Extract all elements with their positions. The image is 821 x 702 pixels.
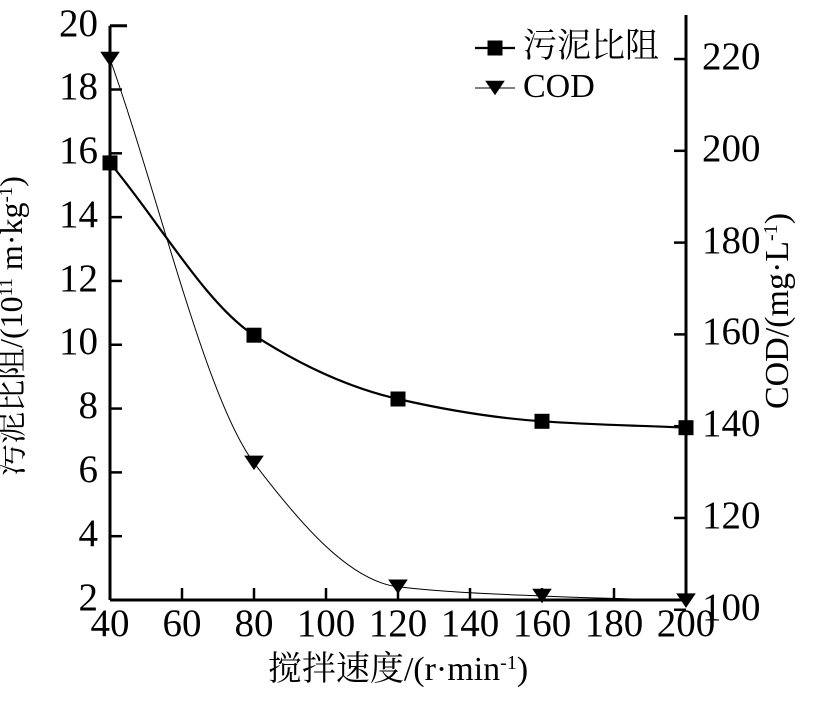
svg-text:100: 100: [297, 602, 356, 645]
svg-text:160: 160: [513, 602, 572, 645]
svg-text:80: 80: [235, 602, 274, 645]
svg-text:COD: COD: [523, 68, 595, 105]
svg-text:60: 60: [163, 602, 202, 645]
svg-text:120: 120: [702, 494, 761, 537]
svg-text:20: 20: [59, 2, 98, 45]
svg-text:搅拌速度/(r·min-1): 搅拌速度/(r·min-1): [268, 650, 528, 688]
svg-text:12: 12: [59, 257, 98, 300]
svg-text:180: 180: [702, 219, 761, 262]
svg-text:污泥比阻/(1011 m·kg-1): 污泥比阻/(1011 m·kg-1): [0, 176, 29, 476]
svg-text:污泥比阻: 污泥比阻: [523, 28, 659, 65]
svg-text:220: 220: [702, 35, 761, 78]
svg-text:10: 10: [59, 320, 98, 363]
svg-text:6: 6: [79, 448, 99, 491]
svg-text:8: 8: [79, 384, 99, 427]
svg-text:140: 140: [441, 602, 500, 645]
svg-text:180: 180: [585, 602, 644, 645]
svg-text:4: 4: [79, 512, 99, 555]
svg-text:14: 14: [59, 193, 98, 236]
svg-text:140: 140: [702, 402, 761, 445]
svg-text:40: 40: [91, 602, 130, 645]
svg-text:COD/(mg·L-1): COD/(mg·L-1): [759, 213, 796, 409]
svg-text:120: 120: [369, 602, 428, 645]
svg-text:200: 200: [657, 602, 716, 645]
svg-text:16: 16: [59, 129, 98, 172]
svg-text:160: 160: [702, 310, 761, 353]
svg-text:18: 18: [59, 65, 98, 108]
svg-text:200: 200: [702, 127, 761, 170]
